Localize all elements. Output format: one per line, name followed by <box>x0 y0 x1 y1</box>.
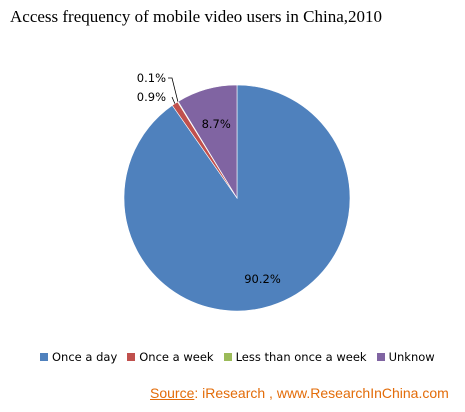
legend-swatch-less-than-once-a-week <box>223 353 232 361</box>
legend-label-once-a-day: Once a day <box>52 350 118 364</box>
data-label-unknow: 8.7% <box>202 117 231 131</box>
source-label: Source <box>150 385 195 401</box>
legend-label-less-than-once-a-week: Less than once a week <box>235 350 367 364</box>
legend-swatch-once-a-week <box>127 353 136 361</box>
leader-line-once-a-week <box>171 96 176 104</box>
legend-swatch-once-a-day <box>40 353 48 361</box>
legend-item-once-a-day: Once a day <box>40 350 117 364</box>
source-separator: : <box>194 385 199 401</box>
data-label-once-a-week: 0.9% <box>137 90 166 104</box>
legend-label-unknow: Unknow <box>388 350 435 364</box>
source-credit: Source: iResearch , www.ResearchInChina.… <box>150 385 449 401</box>
source-text: iResearch , www.ResearchInChina.com <box>198 385 449 401</box>
legend-label-once-a-week: Once a week <box>139 350 214 364</box>
legend-item-unknow: Unknow <box>376 350 435 364</box>
leader-line-less-than-once-a-week <box>168 77 179 102</box>
chart-legend: Once a day Once a week Less than once a … <box>40 349 445 365</box>
data-label-less-than-once-a-week: 0.1% <box>137 71 166 85</box>
data-label-once-a-day: 90.2% <box>244 272 281 286</box>
legend-swatch-unknow <box>376 353 385 361</box>
chart-title: Access frequency of mobile video users i… <box>10 7 383 26</box>
legend-item-less-than-once-a-week: Less than once a week <box>223 350 367 364</box>
legend-item-once-a-week: Once a week <box>127 350 214 364</box>
